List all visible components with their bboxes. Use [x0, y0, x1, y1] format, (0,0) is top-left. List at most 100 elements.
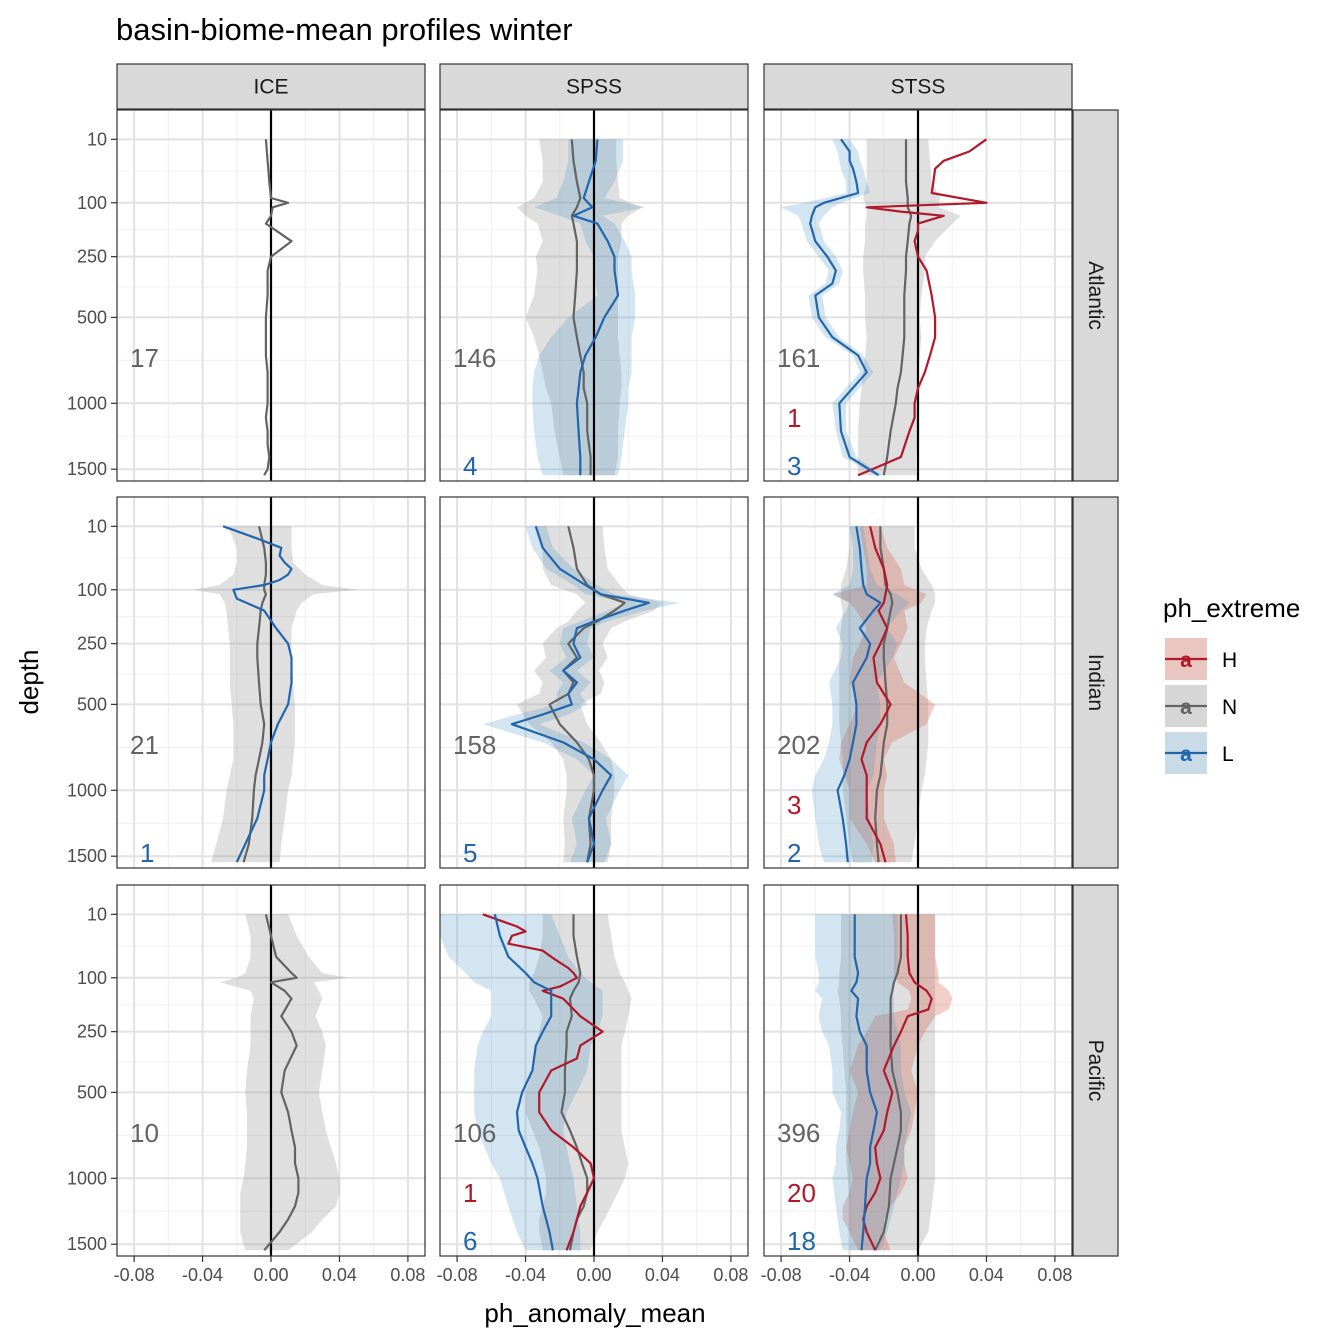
count-label-L: 6 [463, 1226, 477, 1256]
column-strip-label: STSS [891, 76, 946, 99]
count-label-N: 106 [453, 1118, 496, 1148]
ribbon-L [811, 526, 910, 863]
x-tick-label: -0.04 [182, 1265, 223, 1285]
panel-data [815, 885, 953, 1256]
line-H [860, 526, 892, 863]
legend-label: H [1222, 649, 1237, 672]
column-strip-ice: ICE [116, 63, 426, 110]
count-label-L: 3 [787, 451, 801, 481]
panel-pacific-stss: 396 20 18 -0.08 -0.04 0.00 0.04 0.08 [761, 884, 1073, 1285]
y-tick-label: 1000 [67, 780, 107, 800]
panel-data [440, 885, 632, 1256]
y-tick-label: 500 [77, 694, 107, 714]
column-strip-spss: SPSS [439, 63, 749, 110]
panel-pacific-ice: 10 10 100 250 500 1000 1500 -0.08 -0.04 0.00 0.04 0… [67, 884, 426, 1285]
panel-data [219, 885, 348, 1256]
facet-grid: 1710100250500100015001464161132111010025… [67, 63, 1119, 1285]
line-H [482, 913, 604, 1251]
line-H [862, 914, 933, 1251]
y-tick-label: 100 [77, 580, 107, 600]
ribbon-N [858, 139, 961, 476]
y-tick-label: 250 [77, 1022, 107, 1042]
line-N [874, 914, 903, 1251]
x-tick-label: 0.00 [900, 1265, 935, 1285]
x-tick-label: 0.08 [1037, 1265, 1072, 1285]
panel-indian-ice: 21 1 10 100 250 500 1000 1500 [67, 496, 426, 869]
x-tick-label: 0.04 [322, 1265, 357, 1285]
count-label-H: 20 [787, 1178, 816, 1208]
y-tick-label: 10 [87, 904, 107, 924]
count-label-H: 3 [787, 790, 801, 820]
line-N [263, 914, 300, 1251]
y-tick-label: 500 [77, 307, 107, 327]
row-strip-atlantic: Atlantic [1072, 109, 1119, 482]
panel-border [763, 496, 1073, 869]
count-label-L: 5 [463, 838, 477, 868]
x-tick-label: 0.04 [969, 1265, 1004, 1285]
line-N [570, 139, 592, 476]
count-label-N: 10 [130, 1118, 159, 1148]
column-strip-label: SPSS [566, 76, 622, 99]
x-tick-label: -0.04 [829, 1265, 870, 1285]
line-N [560, 914, 589, 1251]
line-H [857, 138, 988, 477]
y-tick-label: 10 [87, 516, 107, 536]
legend-key-letter: a [1180, 696, 1192, 719]
count-label-L: 1 [140, 838, 154, 868]
panel-atlantic-ice: 17 10 100 250 500 1000 1500 [67, 109, 426, 482]
line-L [222, 525, 293, 863]
count-label-N: 202 [777, 730, 820, 760]
panel-data [482, 497, 680, 868]
x-tick-label: 0.00 [576, 1265, 611, 1285]
column-strip-stss: STSS [763, 63, 1073, 110]
x-tick-label: -0.08 [114, 1265, 155, 1285]
ribbon-N [194, 526, 357, 863]
ribbon-L [532, 139, 646, 476]
legend: ph_extreme a Ha Na L [1163, 593, 1300, 774]
panel-border [439, 109, 749, 482]
line-L [493, 914, 554, 1251]
count-label-L: 2 [787, 838, 801, 868]
y-tick-label: 10 [87, 129, 107, 149]
row-strip-label: Atlantic [1084, 261, 1107, 330]
strip-background [1072, 496, 1119, 869]
y-tick-label: 500 [77, 1082, 107, 1102]
count-label-N: 17 [130, 343, 159, 373]
x-tick-label: 0.04 [645, 1265, 680, 1285]
y-tick-label: 100 [77, 193, 107, 213]
line-L [572, 139, 620, 476]
strip-background [439, 63, 749, 110]
count-label-N: 21 [130, 730, 159, 760]
strip-background [763, 63, 1073, 110]
row-strip-pacific: Pacific [1072, 884, 1119, 1257]
line-L [836, 526, 882, 863]
count-label-N: 161 [777, 343, 820, 373]
panel-border [763, 109, 1073, 482]
ribbon-N [517, 139, 642, 476]
y-tick-label: 1500 [67, 459, 107, 479]
count-label-N: 396 [777, 1118, 820, 1148]
panel-indian-stss: 202 3 2 [763, 496, 1073, 869]
legend-label: N [1222, 696, 1237, 719]
x-axis-title: ph_anomaly_mean [484, 1298, 705, 1328]
panel-data [263, 110, 293, 481]
count-label-N: 158 [453, 730, 496, 760]
row-strip-indian: Indian [1072, 496, 1119, 869]
strip-background [1072, 109, 1119, 482]
panel-border [116, 496, 426, 869]
count-label-L: 4 [463, 451, 477, 481]
line-L [510, 525, 650, 863]
column-strip-label: ICE [253, 76, 288, 99]
count-label-H: 1 [463, 1178, 477, 1208]
strip-background [116, 63, 426, 110]
x-tick-label: -0.04 [505, 1265, 546, 1285]
strip-background [1072, 884, 1119, 1257]
panel-data [781, 110, 988, 481]
legend-title: ph_extreme [1163, 593, 1300, 623]
panel-data [517, 110, 646, 481]
